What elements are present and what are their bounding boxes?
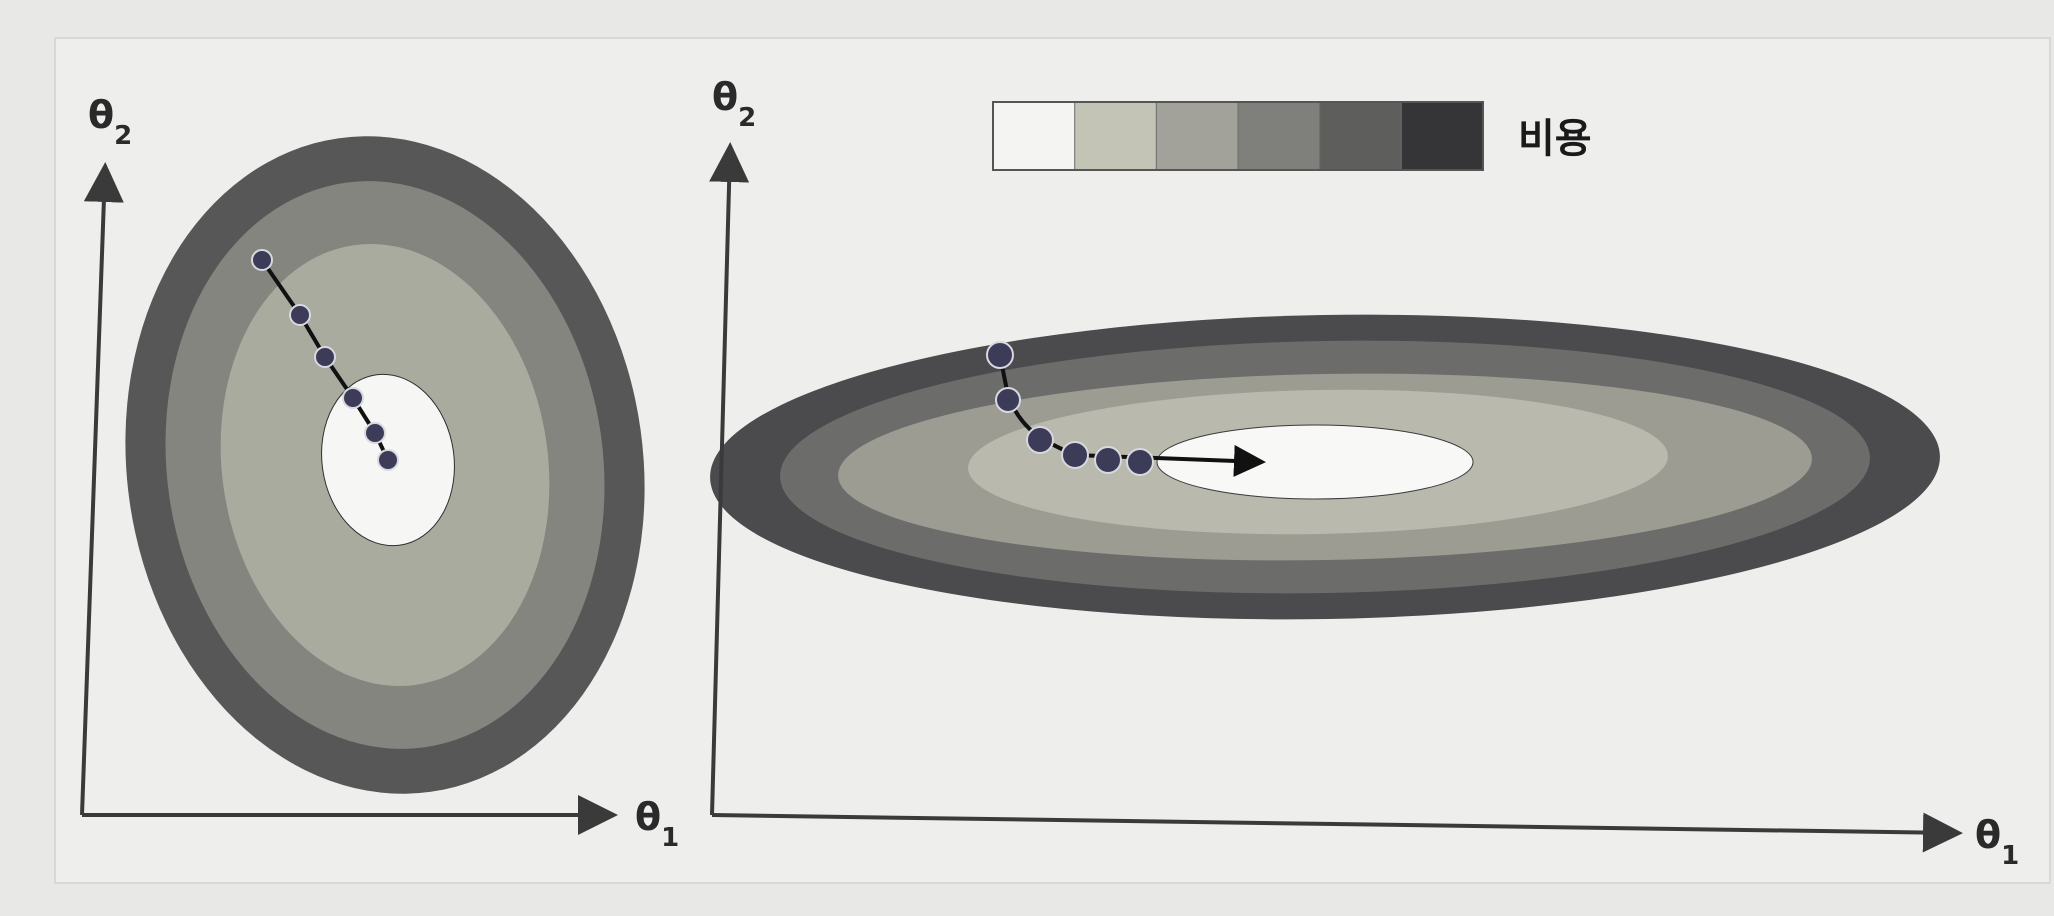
legend-swatch (992, 101, 1076, 171)
right-path-point (1094, 446, 1122, 474)
right-contour-center (1156, 424, 1474, 500)
legend-swatch (1237, 101, 1321, 171)
legend-swatch (1155, 101, 1240, 171)
left-x-axis-label: θ1 (635, 795, 679, 853)
legend-color-scale (992, 101, 1485, 171)
left-descent-path (251, 249, 399, 471)
right-x-axis (711, 812, 1963, 853)
right-path-point (986, 341, 1014, 369)
right-path-point (1026, 426, 1054, 454)
legend-border (992, 101, 1484, 171)
left-path-point (314, 346, 336, 368)
left-path-point (289, 304, 311, 326)
left-path-point (377, 449, 399, 471)
legend-swatch (1400, 101, 1485, 171)
legend-swatch (1319, 101, 1403, 171)
right-plot: θ2 θ1 (709, 75, 2019, 871)
legend-swatch (1074, 101, 1158, 171)
right-contours (710, 314, 1940, 620)
left-plot: θ2 θ1 (80, 93, 679, 853)
right-path-point (995, 387, 1021, 413)
right-y-axis (709, 142, 750, 816)
right-x-axis-label: θ1 (1975, 813, 2019, 871)
left-path-point (342, 387, 364, 409)
cost-legend: 비용 (992, 101, 1592, 171)
left-y-axis-label: θ2 (88, 93, 132, 151)
legend-label: 비용 (1518, 116, 1592, 162)
right-path-point (1061, 441, 1089, 469)
left-path-point (251, 249, 273, 271)
right-path-point (1126, 448, 1154, 476)
right-descent-path (986, 341, 1266, 477)
right-y-axis-label: θ2 (712, 75, 756, 133)
left-path-point (364, 422, 386, 444)
left-y-axis (80, 162, 124, 816)
